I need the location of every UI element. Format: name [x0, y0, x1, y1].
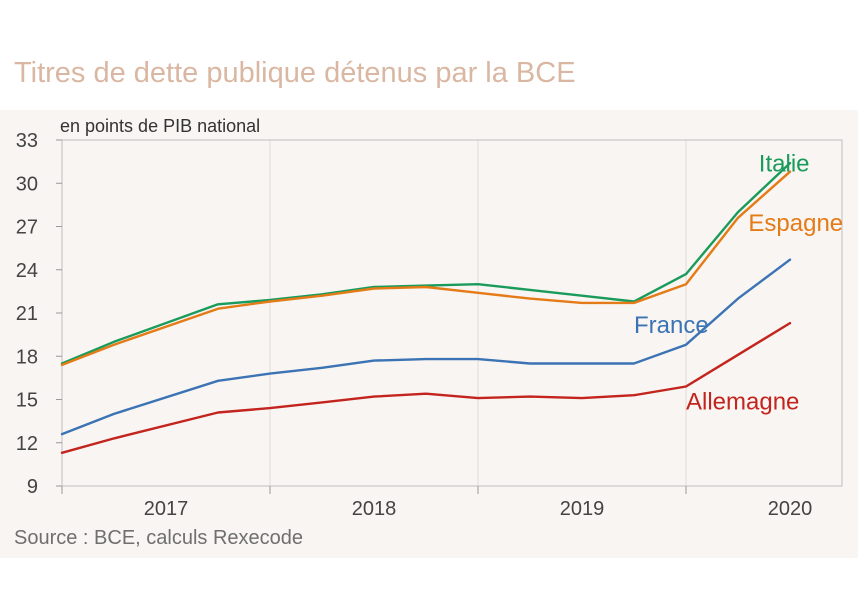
series-line-espagne	[60, 170, 792, 367]
series-label-italie: Italie	[759, 151, 810, 178]
chart-title: Titres de dette publique détenus par la …	[14, 57, 576, 89]
y-tick-label: 15	[16, 390, 38, 412]
series-line-france	[60, 258, 792, 436]
plot-area-frame	[61, 139, 843, 487]
y-axis-ticks: 9 12 15 18 21 24 27 30 33	[16, 130, 62, 498]
y-tick-label: 21	[16, 303, 38, 325]
y-tick-label: 18	[16, 346, 38, 368]
series-label-espagne: Espagne	[748, 210, 843, 237]
chart-panel: 9 12 15 18 21 24 27 30 33 2017 2018 2019 2020 Itali…	[0, 110, 858, 558]
series-labels: Italie Espagne France Allemagne	[634, 151, 843, 416]
series-line-italie	[60, 161, 792, 365]
vertical-gridlines	[269, 140, 687, 486]
series-label-france: France	[634, 312, 709, 339]
y-tick-label: 9	[27, 476, 38, 498]
x-tick-label: 2020	[768, 498, 813, 520]
y-tick-label: 12	[16, 433, 38, 455]
line-chart: 9 12 15 18 21 24 27 30 33 2017 2018 2019 2020 Itali…	[16, 116, 843, 520]
y-axis-label: en points de PIB national	[60, 116, 260, 136]
x-axis-ticks: 2017 2018 2019 2020	[61, 486, 813, 520]
x-tick-label: 2017	[144, 498, 189, 520]
y-tick-label: 33	[16, 130, 38, 152]
series-line-allemagne	[60, 321, 792, 454]
y-tick-label: 27	[16, 217, 38, 239]
source-note: Source : BCE, calculs Rexecode	[14, 527, 304, 549]
series-label-allemagne: Allemagne	[686, 389, 799, 416]
x-tick-label: 2018	[352, 498, 397, 520]
x-tick-label: 2019	[560, 498, 605, 520]
y-tick-label: 30	[16, 173, 38, 195]
series-lines	[60, 161, 792, 454]
y-tick-label: 24	[16, 260, 38, 282]
